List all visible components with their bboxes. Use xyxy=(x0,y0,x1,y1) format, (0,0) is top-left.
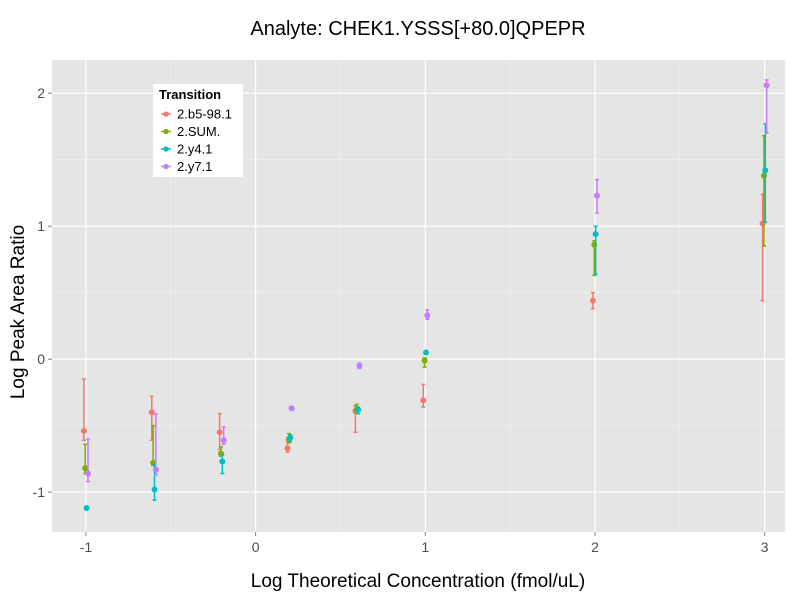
data-point xyxy=(284,445,291,452)
legend-item: 2.SUM. xyxy=(161,124,220,139)
error-bar xyxy=(153,412,158,476)
data-point xyxy=(148,409,155,416)
series-group xyxy=(84,79,770,483)
legend-key-point xyxy=(163,146,169,152)
legend: Transition 2.b5-98.1 2.SUM. 2.y4.1 2.y7.1 xyxy=(153,84,243,177)
error-bar xyxy=(764,79,769,134)
data-point xyxy=(763,82,770,89)
legend-items: 2.b5-98.1 2.SUM. 2.y4.1 2.y7.1 xyxy=(161,107,232,174)
y-tick-label: 1 xyxy=(37,218,45,234)
x-tick-label: 0 xyxy=(252,539,260,555)
legend-label: 2.b5-98.1 xyxy=(177,107,232,122)
x-tick-label: 3 xyxy=(761,539,769,555)
legend-item: 2.b5-98.1 xyxy=(161,107,232,122)
axis-ticks: -1 0 1 2 3 -1 0 1 2 xyxy=(33,85,769,555)
data-point xyxy=(151,486,158,493)
data-point xyxy=(589,297,596,304)
data-point xyxy=(592,231,599,238)
legend-key-point xyxy=(163,111,169,117)
legend-label: 2.y4.1 xyxy=(177,142,212,157)
legend-key-point xyxy=(163,128,169,135)
data-point xyxy=(219,458,226,465)
x-axis-title: Log Theoretical Concentration (fmol/uL) xyxy=(251,571,585,592)
y-tick-label: 0 xyxy=(37,351,45,367)
data-point xyxy=(593,192,600,199)
data-point xyxy=(80,427,87,434)
data-point xyxy=(288,405,295,412)
data-marks xyxy=(80,79,770,512)
legend-key-point xyxy=(163,163,169,170)
data-point xyxy=(83,505,90,512)
data-point xyxy=(424,312,431,319)
legend-item: 2.y4.1 xyxy=(161,142,212,157)
legend-label: 2.y7.1 xyxy=(177,159,212,174)
x-tick-label: 1 xyxy=(421,539,429,555)
y-tick-label: 2 xyxy=(37,85,45,101)
data-point xyxy=(422,349,429,356)
series-group xyxy=(82,135,767,475)
data-point xyxy=(355,406,362,413)
legend-title: Transition xyxy=(159,87,221,102)
legend-label: 2.SUM. xyxy=(177,124,220,139)
legend-item: 2.y7.1 xyxy=(161,159,212,174)
data-point xyxy=(82,465,89,472)
data-point xyxy=(84,470,91,477)
x-tick-label: 2 xyxy=(591,539,599,555)
data-point xyxy=(287,434,294,441)
data-point xyxy=(220,437,227,444)
y-tick-label: -1 xyxy=(33,484,46,500)
y-axis-title: Log Peak Area Ratio xyxy=(8,225,29,399)
data-point xyxy=(216,429,223,436)
data-point xyxy=(152,466,159,473)
data-point xyxy=(420,397,427,404)
x-tick-label: -1 xyxy=(80,539,93,555)
chart-title: Analyte: CHEK1.YSSS[+80.0]QPEPR xyxy=(250,18,585,40)
data-point xyxy=(421,357,428,364)
data-point xyxy=(356,362,363,369)
data-point xyxy=(762,167,769,174)
